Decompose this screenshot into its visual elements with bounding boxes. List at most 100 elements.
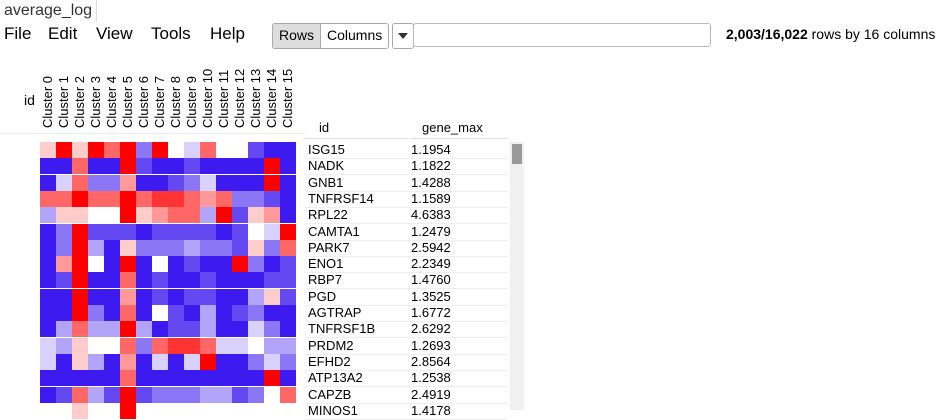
heatmap-cell[interactable] <box>88 174 104 191</box>
heatmap-cell[interactable] <box>200 305 216 321</box>
heatmap-cell[interactable] <box>232 256 248 273</box>
heatmap-cell[interactable] <box>40 239 56 256</box>
heatmap-cell[interactable] <box>40 370 56 387</box>
heatmap-cell[interactable] <box>120 337 136 354</box>
heatmap-cell[interactable] <box>168 402 184 419</box>
heatmap-cell[interactable] <box>264 337 280 354</box>
table-row[interactable]: ATP13A2 1.2538 <box>305 370 508 388</box>
heatmap-cell[interactable] <box>216 402 232 419</box>
heatmap-cell[interactable] <box>168 353 184 370</box>
heatmap-cell[interactable] <box>264 239 280 256</box>
heatmap-cell[interactable] <box>216 142 232 158</box>
heatmap-cell[interactable] <box>56 142 72 158</box>
heatmap-cell[interactable] <box>104 402 120 419</box>
heatmap-cell[interactable] <box>152 337 168 354</box>
heatmap-cell[interactable] <box>280 158 296 175</box>
heatmap-cell[interactable] <box>136 337 152 354</box>
heatmap-cell[interactable] <box>200 256 216 273</box>
heatmap-cell[interactable] <box>72 288 88 305</box>
heatmap-cell[interactable] <box>120 305 136 321</box>
heatmap-cell[interactable] <box>104 174 120 191</box>
heatmap-cell[interactable] <box>264 353 280 370</box>
heatmap-cell[interactable] <box>232 402 248 419</box>
heatmap-cell[interactable] <box>88 142 104 158</box>
rows-button[interactable]: Rows <box>273 24 322 48</box>
heatmap-cell[interactable] <box>248 272 264 289</box>
heatmap-cell[interactable] <box>104 158 120 175</box>
table-row[interactable]: CAMTA1 1.2479 <box>305 224 508 241</box>
heatmap-cell[interactable] <box>152 402 168 419</box>
table-row[interactable]: NADK 1.1822 <box>305 158 508 176</box>
heatmap-cell[interactable] <box>184 288 200 305</box>
heatmap-cell[interactable] <box>280 272 296 289</box>
heatmap-cell[interactable] <box>200 239 216 256</box>
heatmap-cell[interactable] <box>248 142 264 158</box>
heatmap-cell[interactable] <box>136 402 152 419</box>
heatmap-cell[interactable] <box>200 337 216 354</box>
heatmap-cell[interactable] <box>200 370 216 387</box>
heatmap-cell[interactable] <box>104 288 120 305</box>
heatmap-cell[interactable] <box>72 239 88 256</box>
heatmap-cell[interactable] <box>104 370 120 387</box>
heatmap-cell[interactable] <box>88 353 104 370</box>
heatmap-cell[interactable] <box>200 272 216 289</box>
heatmap-cell[interactable] <box>40 190 56 207</box>
heatmap-cell[interactable] <box>136 305 152 321</box>
heatmap-cell[interactable] <box>152 142 168 158</box>
heatmap-cell[interactable] <box>264 207 280 224</box>
heatmap-cell[interactable] <box>40 288 56 305</box>
heatmap-cell[interactable] <box>232 174 248 191</box>
heatmap-cell[interactable] <box>136 207 152 224</box>
heatmap-cell[interactable] <box>56 288 72 305</box>
heatmap-cell[interactable] <box>88 288 104 305</box>
heatmap-cell[interactable] <box>120 321 136 338</box>
heatmap-cell[interactable] <box>248 370 264 387</box>
heatmap-cell[interactable] <box>168 158 184 175</box>
heatmap-cell[interactable] <box>232 305 248 321</box>
heatmap-cell[interactable] <box>200 174 216 191</box>
heatmap-cell[interactable] <box>56 370 72 387</box>
view-dropdown[interactable] <box>392 23 414 49</box>
heatmap-cell[interactable] <box>184 386 200 403</box>
heatmap-cell[interactable] <box>264 142 280 158</box>
heatmap-cell[interactable] <box>56 305 72 321</box>
heatmap-cell[interactable] <box>248 337 264 354</box>
heatmap-cell[interactable] <box>88 321 104 338</box>
heatmap-cell[interactable] <box>232 272 248 289</box>
heatmap-cell[interactable] <box>216 321 232 338</box>
heatmap-cell[interactable] <box>248 190 264 207</box>
heatmap-cell[interactable] <box>72 353 88 370</box>
heatmap-cell[interactable] <box>40 174 56 191</box>
heatmap-cell[interactable] <box>200 353 216 370</box>
heatmap-cell[interactable] <box>104 207 120 224</box>
table-row[interactable]: TNFRSF14 1.1589 <box>305 191 508 208</box>
heatmap-cell[interactable] <box>200 142 216 158</box>
scroll-thumb[interactable] <box>512 144 522 164</box>
heatmap-cell[interactable] <box>136 353 152 370</box>
heatmap-cell[interactable] <box>104 305 120 321</box>
heatmap-cell[interactable] <box>264 370 280 387</box>
table-row[interactable]: TNFRSF1B 2.6292 <box>305 321 508 339</box>
heatmap-cell[interactable] <box>104 223 120 240</box>
heatmap-cell[interactable] <box>40 223 56 240</box>
heatmap-cell[interactable] <box>216 174 232 191</box>
heatmap-cell[interactable] <box>232 353 248 370</box>
heatmap-cell[interactable] <box>216 353 232 370</box>
heatmap-cell[interactable] <box>264 174 280 191</box>
heatmap-cell[interactable] <box>216 272 232 289</box>
heatmap-cell[interactable] <box>56 402 72 419</box>
heatmap-cell[interactable] <box>136 223 152 240</box>
heatmap-cell[interactable] <box>72 207 88 224</box>
heatmap-cell[interactable] <box>280 239 296 256</box>
heatmap-cell[interactable] <box>264 321 280 338</box>
heatmap-cell[interactable] <box>184 305 200 321</box>
heatmap-cell[interactable] <box>248 158 264 175</box>
heatmap-cell[interactable] <box>264 305 280 321</box>
heatmap-cell[interactable] <box>136 174 152 191</box>
heatmap-cell[interactable] <box>152 386 168 403</box>
heatmap-cell[interactable] <box>264 288 280 305</box>
heatmap-cell[interactable] <box>232 207 248 224</box>
heatmap-cell[interactable] <box>280 223 296 240</box>
heatmap-cell[interactable] <box>56 321 72 338</box>
heatmap-cell[interactable] <box>168 337 184 354</box>
